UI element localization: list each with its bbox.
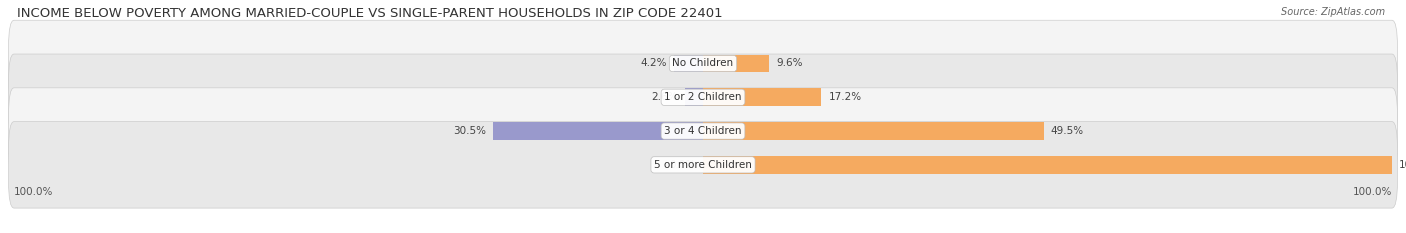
Text: 49.5%: 49.5% <box>1050 126 1084 136</box>
Bar <box>673 55 703 72</box>
FancyBboxPatch shape <box>8 122 1398 208</box>
Text: 0.0%: 0.0% <box>669 160 696 170</box>
Text: 100.0%: 100.0% <box>1399 160 1406 170</box>
Bar <box>703 89 821 106</box>
Text: 30.5%: 30.5% <box>453 126 486 136</box>
Legend: Married Couples, Single Parents: Married Couples, Single Parents <box>589 231 817 233</box>
Text: 100.0%: 100.0% <box>1353 187 1392 197</box>
Bar <box>703 122 1045 140</box>
FancyBboxPatch shape <box>8 88 1398 174</box>
Text: 9.6%: 9.6% <box>776 58 803 69</box>
Bar <box>685 89 703 106</box>
Text: 1 or 2 Children: 1 or 2 Children <box>664 92 742 102</box>
Text: 3 or 4 Children: 3 or 4 Children <box>664 126 742 136</box>
Bar <box>703 55 769 72</box>
Text: 17.2%: 17.2% <box>828 92 862 102</box>
Text: No Children: No Children <box>672 58 734 69</box>
Text: 2.6%: 2.6% <box>652 92 678 102</box>
Text: INCOME BELOW POVERTY AMONG MARRIED-COUPLE VS SINGLE-PARENT HOUSEHOLDS IN ZIP COD: INCOME BELOW POVERTY AMONG MARRIED-COUPL… <box>17 7 723 20</box>
Text: Source: ZipAtlas.com: Source: ZipAtlas.com <box>1281 7 1385 17</box>
Bar <box>703 156 1392 174</box>
Text: 5 or more Children: 5 or more Children <box>654 160 752 170</box>
Text: 100.0%: 100.0% <box>14 187 53 197</box>
Bar <box>494 122 703 140</box>
FancyBboxPatch shape <box>8 20 1398 107</box>
Text: 4.2%: 4.2% <box>641 58 668 69</box>
FancyBboxPatch shape <box>8 54 1398 140</box>
